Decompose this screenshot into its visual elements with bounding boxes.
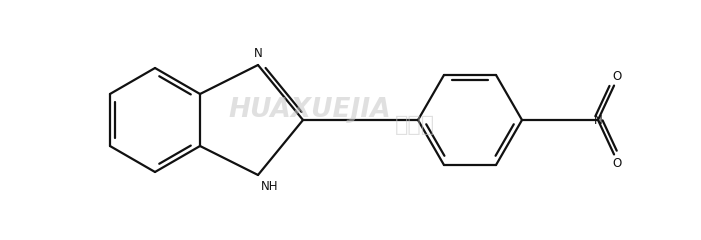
Text: NH: NH <box>261 180 278 193</box>
Text: O: O <box>613 70 622 83</box>
Text: N: N <box>594 114 602 126</box>
Text: O: O <box>613 157 622 170</box>
Text: 化学加: 化学加 <box>395 115 435 135</box>
Text: HUAXUEJIA: HUAXUEJIA <box>229 97 391 123</box>
Text: N: N <box>254 47 262 60</box>
